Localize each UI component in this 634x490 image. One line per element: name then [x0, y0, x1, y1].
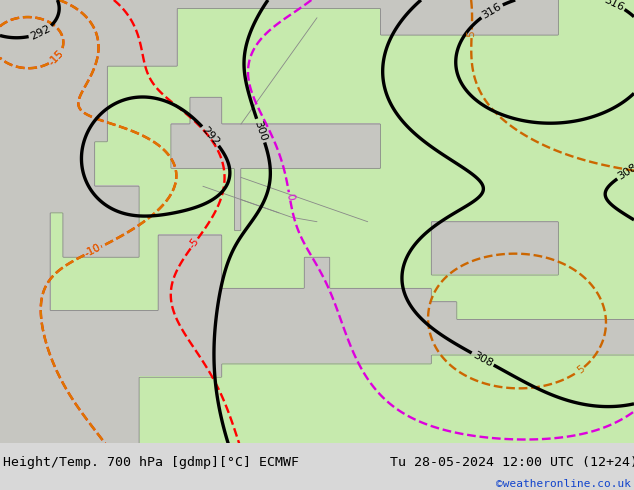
- Text: -5: -5: [187, 236, 202, 250]
- Text: 5: 5: [575, 364, 586, 376]
- Text: 292: 292: [29, 24, 53, 42]
- Text: 0: 0: [284, 192, 295, 200]
- Text: -15: -15: [47, 48, 66, 67]
- Text: 308: 308: [471, 349, 495, 368]
- Text: 300: 300: [252, 119, 269, 142]
- Text: -10: -10: [83, 243, 103, 259]
- Text: Height/Temp. 700 hPa [gdmp][°C] ECMWF: Height/Temp. 700 hPa [gdmp][°C] ECMWF: [3, 456, 299, 468]
- Text: 292: 292: [200, 124, 221, 147]
- Text: -10: -10: [83, 243, 103, 259]
- Text: ©weatheronline.co.uk: ©weatheronline.co.uk: [496, 479, 631, 490]
- Text: -15: -15: [47, 48, 66, 67]
- Text: 316: 316: [602, 0, 625, 13]
- Text: Tu 28-05-2024 12:00 UTC (12+24): Tu 28-05-2024 12:00 UTC (12+24): [390, 456, 634, 468]
- Text: 5: 5: [467, 30, 477, 37]
- Text: 308: 308: [616, 162, 634, 182]
- Text: 316: 316: [480, 1, 503, 21]
